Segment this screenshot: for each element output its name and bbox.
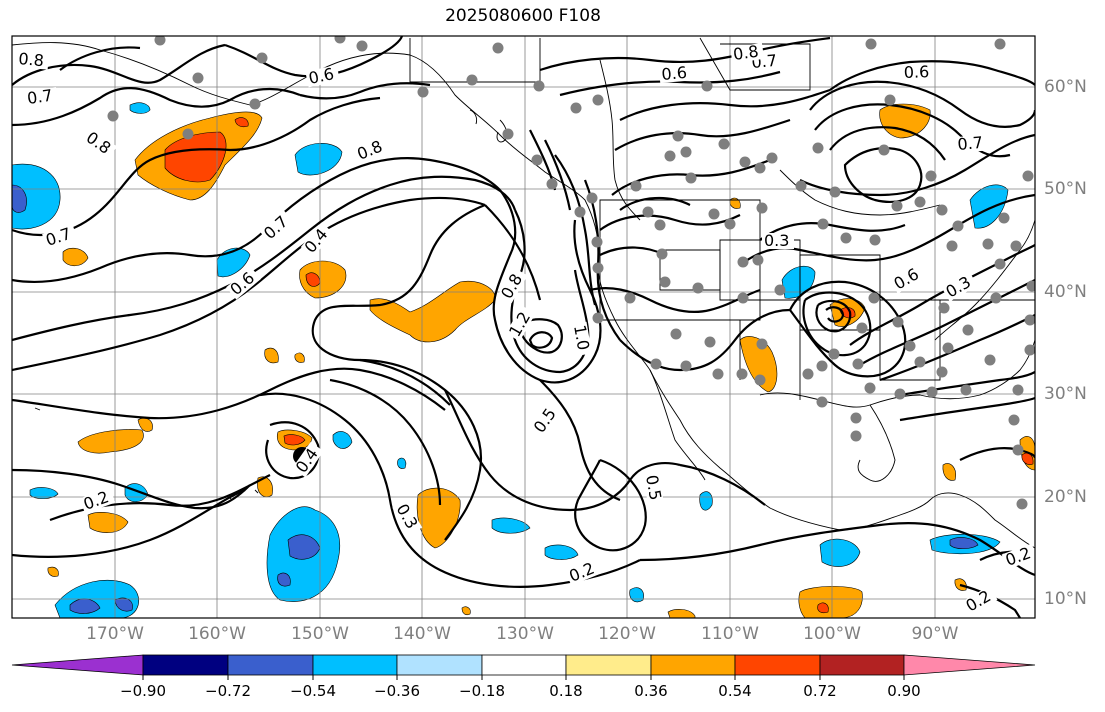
colorbar-tick-label: −0.36 (374, 682, 420, 700)
contour-label: 0.8 (18, 49, 45, 70)
contour-label: 0.3 (764, 231, 789, 250)
latitude-label: 20°N (1044, 487, 1087, 507)
negative-anomaly-shading (12, 102, 1009, 618)
longitude-label: 160°W (188, 624, 246, 644)
contour-lines (12, 36, 1035, 618)
colorbar-segment (734, 654, 821, 676)
contour-label: 0.7 (957, 133, 984, 154)
contour-label: 0.6 (903, 62, 929, 82)
contour-label: 0.7 (26, 86, 54, 108)
latitude-label: 40°N (1044, 282, 1087, 302)
positive-anomaly-shading (47, 103, 1035, 618)
colorbar-segment (481, 654, 567, 676)
colorbar-tick-label: −0.18 (459, 682, 505, 700)
contour-label: 0.5 (642, 473, 665, 501)
colorbar (11, 654, 1036, 680)
colorbar-segment (396, 654, 483, 676)
longitude-label: 170°W (86, 624, 144, 644)
station-markers (107, 36, 1035, 510)
longitude-label: 100°W (803, 624, 861, 644)
colorbar-segment (819, 654, 905, 676)
colorbar-tick-label: 0.54 (718, 682, 752, 700)
colorbar-tick-label: −0.90 (120, 682, 166, 700)
longitude-label: 110°W (701, 624, 759, 644)
colorbar-segment (565, 654, 652, 676)
map-frame (11, 35, 1036, 619)
colorbar-extend-min (11, 654, 144, 676)
lat-lon-grid (12, 36, 1035, 618)
contour-label: 0.8 (732, 42, 760, 64)
colorbar-tick-label: 0.36 (634, 682, 668, 700)
colorbar-extend-max (903, 654, 1036, 676)
longitude-label: 90°W (911, 624, 959, 644)
longitude-label: 130°W (496, 624, 554, 644)
contour-label: 1.0 (570, 323, 593, 351)
contour-label: 0.6 (661, 63, 688, 84)
map-title: 2025080600 F108 (445, 6, 601, 26)
colorbar-tick-label: 0.18 (549, 682, 583, 700)
longitude-label: 120°W (598, 624, 656, 644)
colorbar-tick-label: −0.72 (205, 682, 251, 700)
colorbar-segment (227, 654, 314, 676)
latitude-label: 60°N (1044, 77, 1087, 97)
colorbar-tick-label: −0.54 (290, 682, 336, 700)
colorbar-segment (142, 654, 229, 676)
latitude-label: 30°N (1044, 384, 1087, 404)
longitude-label: 140°W (393, 624, 451, 644)
contour-label: 0.6 (307, 64, 336, 88)
colorbar-segment (650, 654, 736, 676)
colorbar-tick-label: 0.72 (803, 682, 837, 700)
colorbar-segment (312, 654, 398, 676)
longitude-label: 150°W (291, 624, 349, 644)
latitude-label: 50°N (1044, 179, 1087, 199)
latitude-label: 10°N (1044, 589, 1087, 609)
colorbar-tick-label: 0.90 (887, 682, 921, 700)
